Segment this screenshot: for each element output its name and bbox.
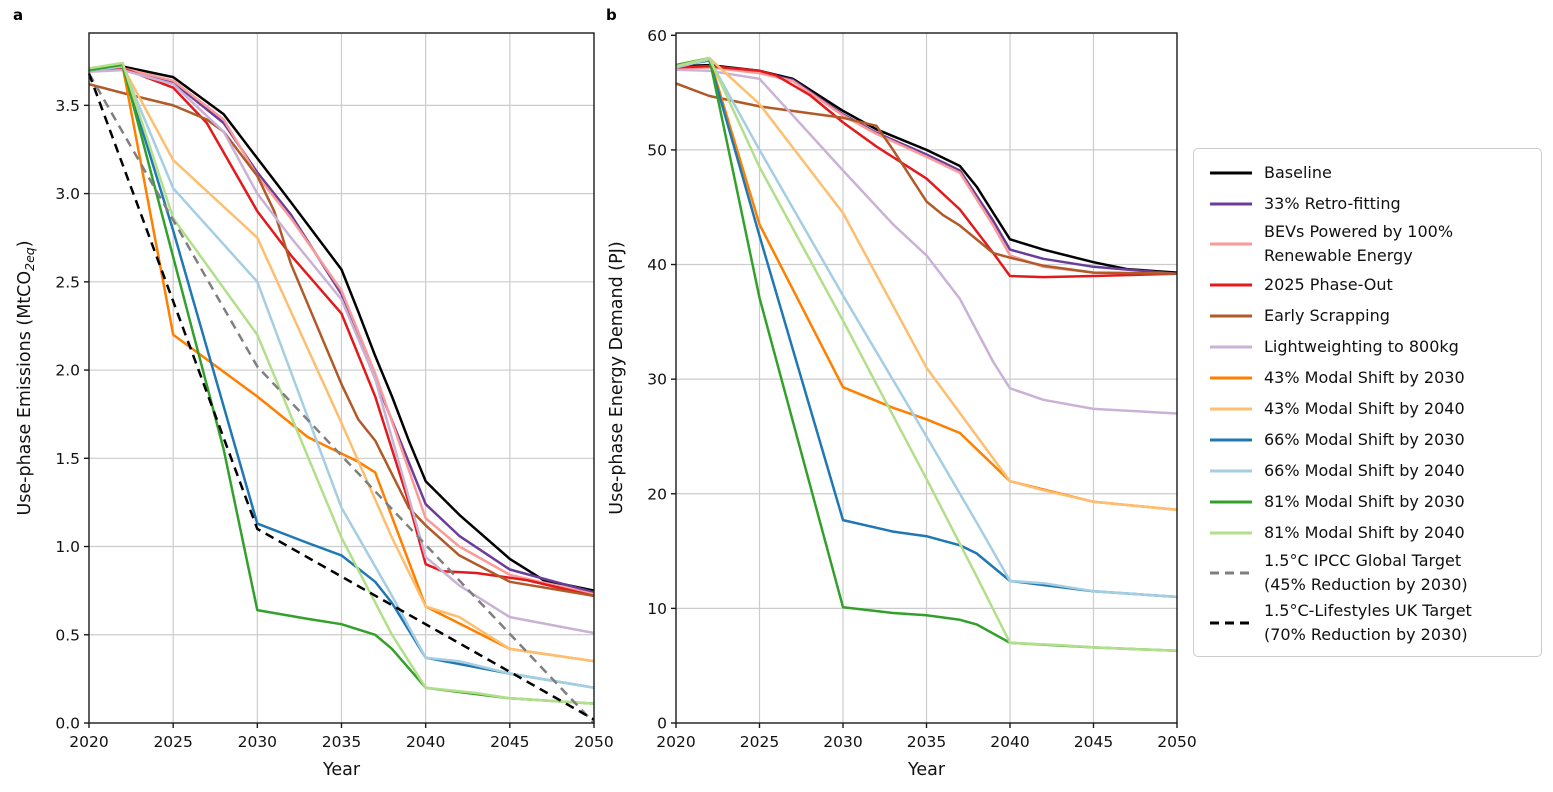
legend-swatch-line — [1210, 469, 1252, 472]
tick-label-x: 2025 — [740, 733, 779, 751]
series-line-43-modal-shift-by-2040 — [88, 65, 595, 663]
legend-item: BEVs Powered by 100% Renewable Energy — [1194, 219, 1537, 269]
legend-item-label: 66% Modal Shift by 2030 — [1264, 429, 1465, 449]
x-axis-label: Year — [907, 760, 946, 780]
tick-label-x: 2045 — [490, 733, 529, 751]
panel-b-label: b — [606, 6, 617, 24]
tick-label-y: 30 — [647, 371, 667, 389]
x-axis-label: Year — [322, 760, 361, 780]
series-line-lightweighting-to-800kg — [675, 68, 1178, 415]
legend-swatch-line — [1210, 202, 1252, 205]
series-line-66-modal-shift-by-2040 — [675, 58, 1178, 599]
series-line-66-modal-shift-by-2030 — [88, 65, 595, 689]
tick-label-x: 2020 — [69, 733, 108, 751]
tick-label-y: 40 — [647, 256, 667, 274]
legend-item: 43% Modal Shift by 2030 — [1194, 362, 1537, 393]
tick-label-x: 2050 — [1157, 733, 1196, 751]
legend-item-label: 43% Modal Shift by 2040 — [1264, 398, 1465, 418]
tick-label-x: 2025 — [153, 733, 192, 751]
legend-item-label: 81% Modal Shift by 2030 — [1264, 491, 1465, 511]
chart-panel-a: 2020 2025 2030 2035 2040 2045 2050 0.0 0.5 1.0 1.5… — [15, 32, 614, 780]
legend-item-label: Lightweighting to 800kg — [1264, 336, 1459, 356]
legend-swatch-line — [1210, 500, 1252, 503]
legend-item: 2025 Phase-Out — [1194, 269, 1537, 300]
series-line-2025-phase-out — [88, 67, 595, 598]
legend-swatch-line — [1210, 283, 1252, 286]
tick-label-y: 1.0 — [55, 538, 80, 556]
tick-label-x: 2040 — [406, 733, 445, 751]
legend-item-label: 66% Modal Shift by 2040 — [1264, 460, 1465, 480]
series-line-81-modal-shift-by-2040 — [675, 56, 1178, 653]
legend-swatch-line — [1210, 571, 1252, 575]
legend-swatch-line — [1210, 621, 1252, 625]
series-line-baseline — [88, 65, 595, 592]
series-line-43-modal-shift-by-2030 — [88, 65, 595, 663]
legend-item: 81% Modal Shift by 2030 — [1194, 486, 1537, 517]
tick-label-x: 2035 — [907, 733, 946, 751]
tick-label-y: 1.5 — [55, 450, 80, 468]
tick-label-y: 3.5 — [55, 97, 80, 115]
tick-label-x: 2030 — [238, 733, 277, 751]
legend-item-label: 1.5°C-Lifestyles UK Target (70% Reductio… — [1264, 601, 1472, 644]
tick-label-y: 3.0 — [55, 185, 80, 203]
series-line-43-modal-shift-by-2040 — [675, 56, 1178, 512]
tick-label-y: 60 — [647, 27, 667, 45]
tick-label-y: 50 — [647, 141, 667, 159]
series-line-early-scrapping — [675, 82, 1178, 275]
tick-label-y: 20 — [647, 485, 667, 503]
y-axis-label: Use-phase Emissions (MtCO2eq) — [15, 240, 37, 515]
series-line-81-modal-shift-by-2040 — [88, 61, 595, 705]
legend-item-label: 2025 Phase-Out — [1264, 274, 1393, 294]
series-line-bevs-powered-by-100-renewable-energy — [88, 67, 595, 596]
tick-label-y: 10 — [647, 600, 667, 618]
tick-label-x: 2050 — [574, 733, 613, 751]
panel-a-label: a — [13, 6, 24, 24]
legend-item: 1.5°C IPCC Global Target (45% Reduction … — [1194, 548, 1537, 598]
tick-label-x: 2035 — [322, 733, 361, 751]
legend-item: 81% Modal Shift by 2040 — [1194, 517, 1537, 548]
legend-item: 66% Modal Shift by 2040 — [1194, 455, 1537, 486]
legend-item-label: 43% Modal Shift by 2030 — [1264, 367, 1465, 387]
legend-item-label: Early Scrapping — [1264, 305, 1390, 325]
legend-item: Early Scrapping — [1194, 300, 1537, 331]
tick-label-y: 0.5 — [55, 626, 80, 644]
legend-swatch-line — [1210, 407, 1252, 410]
chart-panel-b: 2020 2025 2030 2035 2040 2045 2050010203040506… — [607, 27, 1197, 780]
tick-label-x: 2020 — [656, 733, 695, 751]
legend-swatch-line — [1210, 438, 1252, 441]
legend-swatch-line — [1210, 314, 1252, 317]
tick-label-y: 2.5 — [55, 273, 80, 291]
legend-swatch-line — [1210, 376, 1252, 379]
legend-item-label: 81% Modal Shift by 2040 — [1264, 522, 1465, 542]
legend-swatch-line — [1210, 345, 1252, 348]
legend: Baseline 33% Retro-fitting BEVs Powered by… — [1193, 148, 1542, 657]
tick-label-y: 0.0 — [55, 715, 80, 733]
series-line-66-modal-shift-by-2040 — [88, 65, 595, 689]
legend-item-label: Baseline — [1264, 162, 1332, 182]
y-axis-label: Use-phase Energy Demand (PJ) — [607, 241, 627, 514]
tick-label-x: 2045 — [1074, 733, 1113, 751]
legend-item-label: 33% Retro-fitting — [1264, 193, 1401, 213]
legend-item-label: 1.5°C IPCC Global Target (45% Reduction … — [1264, 551, 1468, 594]
tick-label-x: 2030 — [823, 733, 862, 751]
tick-label-y: 2.0 — [55, 362, 80, 380]
legend-item-label: BEVs Powered by 100% Renewable Energy — [1264, 222, 1454, 265]
series-line-1-5-c-ipcc-global-target-45-reduction-by-2030 — [87, 72, 595, 724]
tick-label-x: 2040 — [990, 733, 1029, 751]
series-line-66-modal-shift-by-2030 — [675, 59, 1178, 599]
legend-item: 66% Modal Shift by 2030 — [1194, 424, 1537, 455]
legend-item: Baseline — [1194, 157, 1537, 188]
legend-swatch-line — [1210, 171, 1252, 174]
legend-item: 33% Retro-fitting — [1194, 188, 1537, 219]
tick-label-y: 0 — [657, 715, 667, 733]
legend-item: 1.5°C-Lifestyles UK Target (70% Reductio… — [1194, 598, 1537, 648]
legend-item: Lightweighting to 800kg — [1194, 331, 1537, 362]
legend-swatch-line — [1210, 242, 1252, 246]
legend-item: 43% Modal Shift by 2040 — [1194, 393, 1537, 424]
series-line-1-5-c-lifestyles-uk-target-70-reduction-by-2030 — [87, 73, 595, 721]
series-line-early-scrapping — [88, 82, 595, 598]
legend-swatch-line — [1210, 531, 1252, 534]
